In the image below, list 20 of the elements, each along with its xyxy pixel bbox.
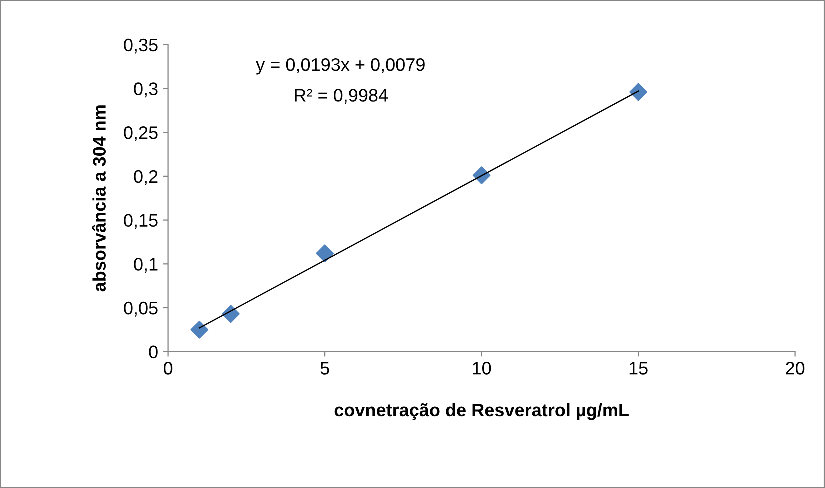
- x-tick-label: 15: [630, 362, 648, 375]
- y-tick-label: 0,35: [124, 38, 158, 54]
- y-tick-label: 0,15: [124, 214, 158, 230]
- point: [630, 83, 648, 102]
- x-tick-label: 10: [473, 362, 492, 375]
- y-tick-label: 0,2: [134, 170, 158, 186]
- point: [190, 321, 209, 339]
- y-tick-label: 0,25: [124, 126, 158, 142]
- y-tick-label: 0,05: [124, 302, 158, 317]
- x-tick-label: 20: [786, 362, 805, 375]
- y-tick-label: 0,1: [134, 258, 158, 273]
- annotation: R² = 0,9984: [295, 89, 388, 104]
- x-tick-label: 5: [320, 362, 330, 375]
- y-tick-label: 0: [149, 346, 158, 359]
- x-axis-title: covnetração de Resveratrol µg/mL: [334, 403, 629, 420]
- annotation: y = 0,0193x + 0,0079: [256, 58, 425, 75]
- y-tick-label: 0,3: [134, 82, 158, 98]
- y-axis-title: absorvância a 304 nm: [92, 106, 106, 292]
- x-tick-label: 0: [164, 362, 173, 375]
- point: [316, 244, 334, 263]
